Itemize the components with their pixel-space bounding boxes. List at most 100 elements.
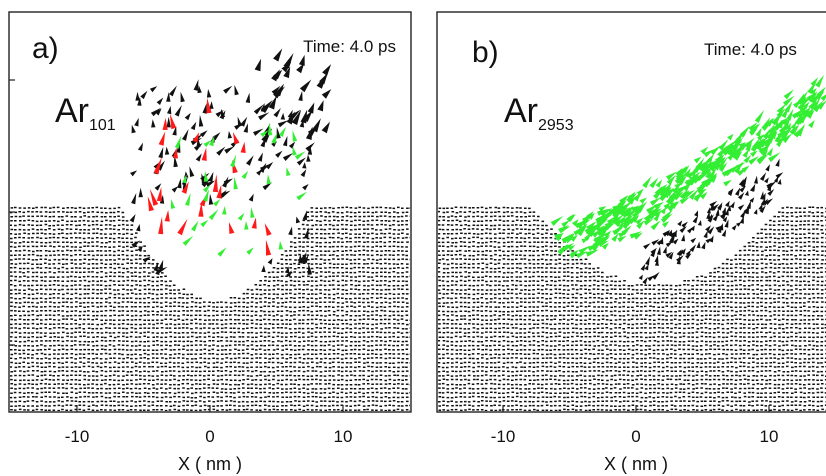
atom-arrow (137, 245, 143, 253)
atom-arrow (820, 94, 826, 102)
atom-arrow (654, 259, 659, 266)
atom-arrow (596, 225, 605, 233)
atom-arrow (707, 214, 714, 223)
atom-arrow (701, 241, 706, 250)
atom-arrow (302, 184, 309, 191)
atom-arrow (749, 185, 754, 192)
atom-arrow (292, 130, 298, 142)
atom-arrow (680, 248, 686, 255)
atom-arrow (715, 225, 722, 231)
atom-arrow (286, 167, 291, 176)
atom-arrow (648, 213, 657, 220)
atom-arrow (233, 176, 238, 190)
atom-arrow (300, 169, 307, 178)
atom-arrow (155, 108, 162, 116)
atom-arrow (810, 77, 818, 87)
atom-arrow (250, 207, 255, 218)
panel-b: b) Time: 4.0 ps Ar2953 -10 0 10 X ( nm ) (436, 11, 826, 474)
atom-arrow (156, 97, 164, 105)
atom-arrow (748, 156, 760, 165)
atom-arrow (576, 220, 587, 229)
atom-arrow (251, 217, 257, 229)
atom-arrow (275, 150, 283, 158)
atom-arrow (791, 109, 803, 119)
atom-arrow (739, 142, 749, 151)
atom-arrow (202, 103, 207, 114)
atom-arrow (677, 174, 688, 186)
atom-arrow (766, 117, 775, 127)
atom-arrow (240, 116, 248, 127)
atom-arrow (199, 130, 208, 138)
atom-arrow (138, 187, 143, 198)
atom-arrow (665, 241, 673, 248)
atom-arrow (246, 155, 254, 166)
atom-arrow (649, 197, 661, 206)
atom-arrow (166, 116, 171, 128)
atom-arrow (743, 154, 752, 164)
atom-arrow (209, 135, 215, 147)
atom-arrow (685, 249, 692, 257)
atom-arrow (182, 129, 189, 141)
atom-arrow (246, 247, 254, 255)
atom-arrow (693, 190, 703, 202)
atom-arrow (628, 216, 639, 225)
atom-arrow (262, 182, 273, 191)
atom-arrow (802, 101, 810, 110)
atom-arrow (321, 89, 332, 99)
panel-a-time-label: Time: 4.0 ps (303, 37, 396, 56)
atom-arrow (700, 146, 709, 155)
atom-arrow (775, 158, 780, 167)
atom-arrow (599, 209, 607, 217)
atom-arrow (653, 188, 664, 200)
atom-arrow (277, 120, 289, 128)
atom-arrow (565, 236, 575, 244)
atom-arrow (742, 149, 750, 158)
atom-arrow (273, 86, 285, 99)
atom-arrow (223, 85, 233, 94)
atom-arrow (166, 92, 171, 102)
atom-arrow (708, 167, 717, 180)
atom-arrow (734, 144, 745, 155)
atom-arrow (598, 206, 607, 212)
atom-arrow (240, 141, 246, 153)
atom-arrow (282, 153, 294, 161)
atom-arrow (147, 196, 154, 212)
atom-arrow (769, 122, 779, 136)
atom-arrow (177, 218, 188, 236)
atom-arrow (158, 216, 164, 235)
atom-arrow (131, 240, 141, 248)
atom-arrow (136, 224, 141, 232)
atom-arrow (130, 170, 138, 177)
atom-arrow (642, 175, 652, 189)
atom-arrow (265, 161, 274, 170)
atom-arrow (797, 110, 807, 119)
atom-arrow (761, 117, 771, 130)
atom-arrow (662, 229, 671, 237)
atom-arrow (203, 189, 209, 202)
atom-arrow (291, 109, 302, 125)
atom-arrow (273, 48, 283, 62)
atom-arrow (816, 89, 823, 98)
substrate-lattice (438, 206, 826, 411)
atom-arrow (711, 203, 719, 211)
atom-arrow (149, 86, 158, 93)
atom-arrow (727, 204, 732, 212)
atom-arrow (717, 157, 728, 170)
atom-arrow (782, 133, 793, 144)
atom-arrow (177, 178, 182, 189)
atom-arrow (744, 190, 749, 196)
atom-arrow (733, 137, 744, 149)
atom-arrow (712, 213, 719, 222)
atom-arrow (770, 131, 778, 140)
atom-arrow (643, 218, 654, 226)
atom-arrow (181, 181, 189, 194)
atom-arrow (301, 251, 307, 264)
atom-arrow (582, 215, 591, 223)
atom-arrow (241, 170, 249, 180)
atom-arrow (559, 226, 571, 233)
atom-arrow (685, 253, 692, 260)
atom-arrow (185, 193, 191, 206)
atom-arrow (296, 191, 307, 201)
atom-arrow (164, 210, 170, 222)
atom-arrow (722, 141, 734, 153)
